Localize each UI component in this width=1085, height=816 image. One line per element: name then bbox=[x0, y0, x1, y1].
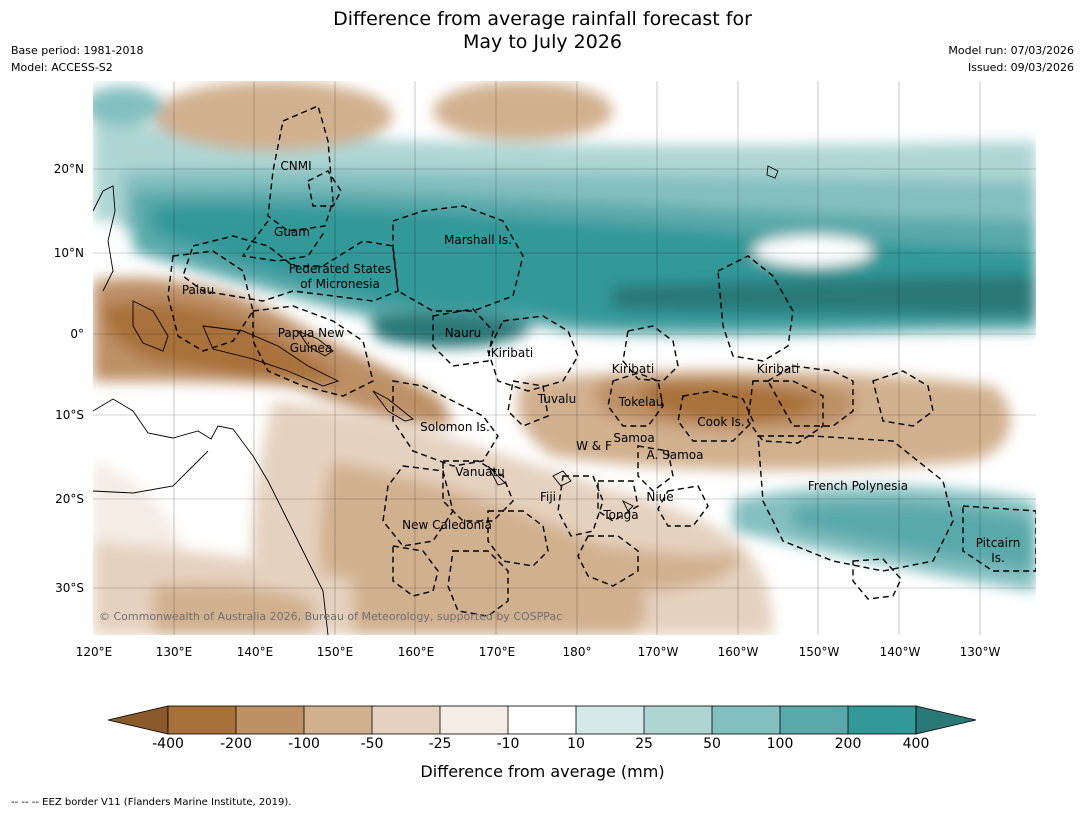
colorbar-swatch-25-50 bbox=[644, 706, 712, 734]
lat-label-10s: 10°S bbox=[55, 408, 84, 422]
lon-label-160w: 160°W bbox=[717, 645, 759, 659]
forecast-metadata-right: Model run: 07/03/2026 Issued: 09/03/2026 bbox=[948, 42, 1074, 76]
lon-label-140w: 140°W bbox=[879, 645, 921, 659]
region-label-kiribati-east: Kiribati bbox=[756, 362, 800, 376]
region-label-niue: Niue bbox=[646, 490, 674, 504]
colorbar-tick-label: 200 bbox=[834, 736, 862, 752]
lat-label-equator: 0° bbox=[70, 327, 84, 341]
lon-label-140e: 140°E bbox=[236, 645, 274, 659]
colorbar-tick-label: 400 bbox=[902, 736, 930, 752]
region-label-pitcairn-line2: Is. bbox=[991, 551, 1005, 565]
colorbar-swatch-400-200 bbox=[168, 706, 236, 734]
forecast-metadata-left: Base period: 1981-2018 Model: ACCESS-S2 bbox=[11, 42, 143, 76]
model-name-text: Model: ACCESS-S2 bbox=[11, 61, 113, 74]
colorbar-swatch-200-100 bbox=[236, 706, 304, 734]
map-gridlines bbox=[93, 81, 1036, 635]
region-label-solomon-islands: Solomon Is. bbox=[420, 420, 490, 434]
lat-label-10n: 10°N bbox=[53, 246, 84, 260]
lon-label-150e: 150°E bbox=[316, 645, 354, 659]
colorbar-swatch-50-100 bbox=[712, 706, 780, 734]
region-label-pitcairn-line1: Pitcairn bbox=[975, 536, 1021, 550]
colorbar-tick-label: 50 bbox=[703, 736, 721, 752]
lat-label-20n: 20°N bbox=[53, 162, 84, 176]
region-label-fiji: Fiji bbox=[539, 490, 557, 504]
colorbar-axis-label: Difference from average (mm) bbox=[420, 762, 665, 781]
region-label-png-line2: Guinea bbox=[289, 341, 333, 355]
lon-label-130w: 130°W bbox=[959, 645, 1001, 659]
region-label-fsm-line2: of Micronesia bbox=[300, 277, 380, 291]
map-title-line2: May to July 2026 bbox=[463, 31, 622, 53]
lon-label-170w: 170°W bbox=[637, 645, 679, 659]
lon-label-180: 180° bbox=[562, 645, 592, 659]
colorbar-swatch-100-50 bbox=[304, 706, 372, 734]
map-canvas bbox=[93, 81, 1036, 635]
copyright-notice: © Commonwealth of Australia 2026, Bureau… bbox=[99, 610, 563, 623]
colorbar-tick-label: 10 bbox=[567, 736, 585, 752]
lon-label-150w: 150°W bbox=[798, 645, 840, 659]
lon-label-130e: 130°E bbox=[155, 645, 193, 659]
colorbar-tick-label: -200 bbox=[220, 736, 252, 752]
base-period-text: Base period: 1981-2018 bbox=[11, 44, 144, 57]
region-label-fsm-line1: Federated States bbox=[288, 262, 392, 276]
region-label-marshall-islands: Marshall Is. bbox=[444, 233, 512, 247]
colorbar-swatch-25-10 bbox=[440, 706, 508, 734]
map-title-line1: Difference from average rainfall forecas… bbox=[333, 8, 752, 30]
colorbar-swatch-above-400 bbox=[915, 705, 977, 735]
region-label-samoa: Samoa bbox=[613, 431, 655, 445]
region-label-kiribati-west: Kiribati bbox=[490, 346, 534, 360]
region-label-tuvalu: Tuvalu bbox=[537, 392, 577, 406]
eez-border-footnote: -- -- -- EEZ border V11 (Flanders Marine… bbox=[11, 797, 292, 808]
colorbar-tick-label: -25 bbox=[428, 736, 452, 752]
colorbar-tick-label: 25 bbox=[635, 736, 653, 752]
colorbar-swatch-200-400 bbox=[848, 706, 916, 734]
region-label-french-polynesia: French Polynesia bbox=[807, 479, 909, 493]
colorbar-swatch-100-200 bbox=[780, 706, 848, 734]
region-label-guam: Guam bbox=[274, 225, 310, 239]
region-label-american-samoa: A. Samoa bbox=[646, 448, 704, 462]
region-label-new-caledonia: New Caledonia bbox=[402, 518, 492, 532]
colorbar-swatch-neutral bbox=[508, 706, 576, 734]
region-label-cook-islands: Cook Is. bbox=[697, 415, 745, 429]
colorbar-tick-label: -400 bbox=[152, 736, 184, 752]
colorbar-swatch-50-25 bbox=[372, 706, 440, 734]
colorbar-tick-label: -50 bbox=[360, 736, 384, 752]
region-label-palau: Palau bbox=[181, 283, 215, 297]
lon-label-160e: 160°E bbox=[397, 645, 435, 659]
colorbar-swatch-10-25 bbox=[576, 706, 644, 734]
rainfall-anomaly-map bbox=[93, 81, 1036, 635]
region-label-tonga: Tonga bbox=[603, 508, 639, 522]
region-label-nauru: Nauru bbox=[444, 326, 482, 340]
rainfall-anomaly-field bbox=[93, 81, 1036, 635]
issued-date-text: Issued: 09/03/2026 bbox=[967, 61, 1074, 74]
colorbar-tick-label: -100 bbox=[288, 736, 320, 752]
colorbar-tick-label: 100 bbox=[766, 736, 794, 752]
region-label-kiribati-central: Kiribati bbox=[611, 362, 655, 376]
lon-label-120e: 120°E bbox=[75, 645, 113, 659]
colorbar-swatch-below-400 bbox=[108, 705, 169, 735]
region-label-wallis-futuna: W & F bbox=[576, 439, 612, 453]
lon-label-170e: 170°E bbox=[478, 645, 516, 659]
region-label-vanuatu: Vanuatu bbox=[455, 465, 505, 479]
region-label-cnmi: CNMI bbox=[280, 159, 312, 173]
coastlines bbox=[93, 165, 779, 635]
region-label-tokelau: Tokelau bbox=[618, 395, 664, 409]
model-run-text: Model run: 07/03/2026 bbox=[948, 44, 1074, 57]
lat-label-30s: 30°S bbox=[55, 581, 84, 595]
region-label-png-line1: Papua New bbox=[277, 326, 345, 340]
colorbar-legend bbox=[108, 705, 977, 735]
lat-label-20s: 20°S bbox=[55, 492, 84, 506]
colorbar-tick-label: -10 bbox=[496, 736, 520, 752]
eez-borders bbox=[167, 105, 1036, 617]
